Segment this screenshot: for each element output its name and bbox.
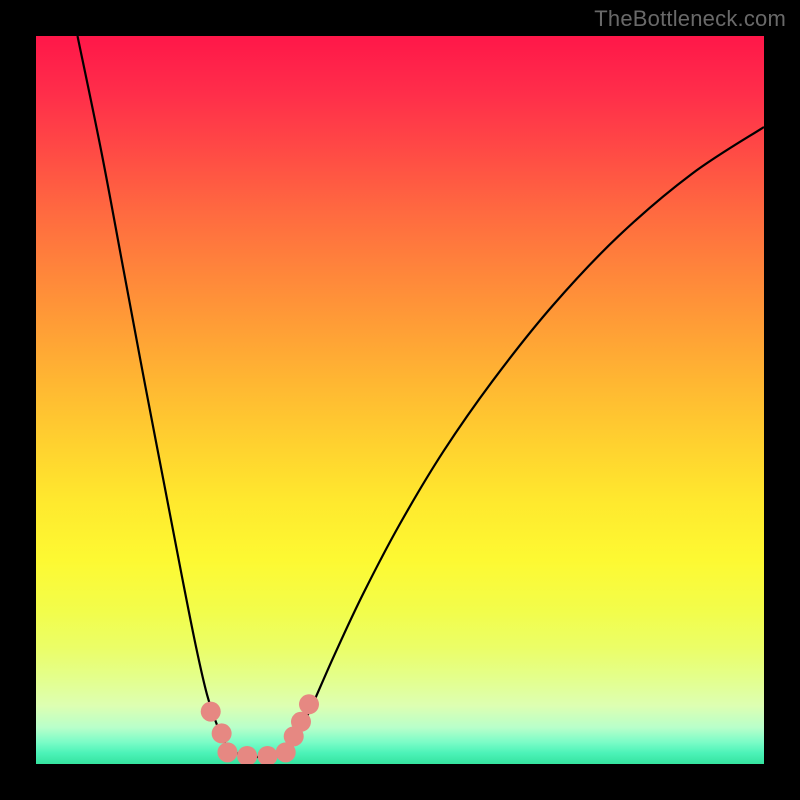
curve-marker <box>217 742 237 762</box>
curve-marker <box>291 712 311 732</box>
curve-marker <box>258 746 278 764</box>
bottleneck-curve-line <box>78 36 765 757</box>
curve-marker <box>212 723 232 743</box>
curve-marker <box>299 694 319 714</box>
curve-markers <box>201 694 319 764</box>
curve-marker <box>237 746 257 764</box>
curve-marker <box>201 702 221 722</box>
plot-area <box>36 36 764 764</box>
watermark-text: TheBottleneck.com <box>594 6 786 32</box>
bottleneck-curve-chart <box>36 36 764 764</box>
